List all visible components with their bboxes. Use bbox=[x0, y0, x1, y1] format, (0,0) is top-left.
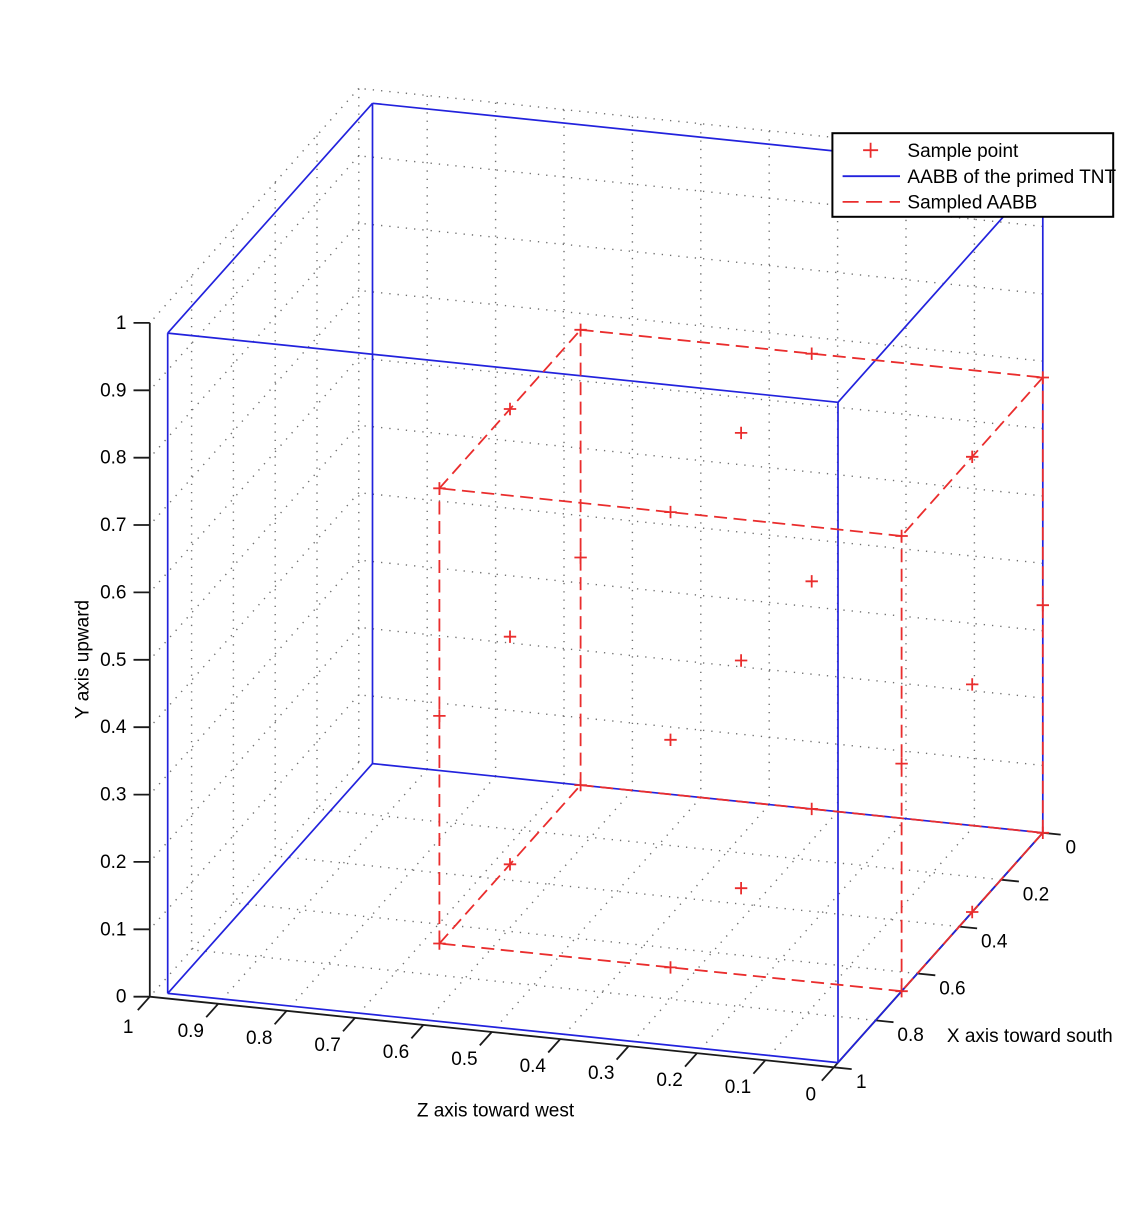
svg-text:1: 1 bbox=[123, 1017, 134, 1038]
svg-text:0.1: 0.1 bbox=[725, 1077, 751, 1098]
svg-text:0.8: 0.8 bbox=[246, 1028, 272, 1049]
svg-text:0.7: 0.7 bbox=[314, 1035, 340, 1056]
svg-text:1: 1 bbox=[856, 1072, 867, 1093]
svg-text:1: 1 bbox=[116, 313, 127, 334]
svg-text:0.4: 0.4 bbox=[520, 1056, 547, 1077]
svg-text:Y axis upward: Y axis upward bbox=[73, 600, 94, 719]
svg-text:0.1: 0.1 bbox=[100, 919, 126, 940]
svg-text:Sampled AABB: Sampled AABB bbox=[907, 193, 1037, 214]
svg-text:0: 0 bbox=[806, 1084, 817, 1105]
svg-text:0.6: 0.6 bbox=[383, 1042, 409, 1063]
svg-text:Sample point: Sample point bbox=[907, 141, 1019, 162]
svg-text:0: 0 bbox=[1066, 838, 1077, 859]
svg-text:0.2: 0.2 bbox=[656, 1070, 682, 1091]
svg-text:0.5: 0.5 bbox=[451, 1049, 477, 1070]
svg-text:AABB of the primed TNT: AABB of the primed TNT bbox=[907, 167, 1116, 188]
svg-text:0.3: 0.3 bbox=[588, 1063, 614, 1084]
svg-text:0.9: 0.9 bbox=[100, 380, 126, 401]
svg-text:0.8: 0.8 bbox=[100, 448, 126, 469]
svg-text:0.6: 0.6 bbox=[939, 978, 965, 999]
svg-text:0.9: 0.9 bbox=[178, 1021, 204, 1042]
svg-text:0.2: 0.2 bbox=[100, 852, 126, 873]
svg-text:0.3: 0.3 bbox=[100, 785, 126, 806]
svg-text:Z axis toward west: Z axis toward west bbox=[417, 1100, 575, 1121]
svg-text:0.7: 0.7 bbox=[100, 515, 126, 536]
svg-text:0.4: 0.4 bbox=[100, 717, 127, 738]
svg-text:0.2: 0.2 bbox=[1023, 885, 1049, 906]
svg-text:X axis toward south: X axis toward south bbox=[947, 1026, 1113, 1047]
svg-text:0.5: 0.5 bbox=[100, 650, 126, 671]
svg-text:0: 0 bbox=[116, 987, 127, 1008]
svg-text:0.8: 0.8 bbox=[897, 1025, 923, 1046]
svg-text:0.4: 0.4 bbox=[981, 931, 1008, 952]
svg-text:0.6: 0.6 bbox=[100, 582, 126, 603]
